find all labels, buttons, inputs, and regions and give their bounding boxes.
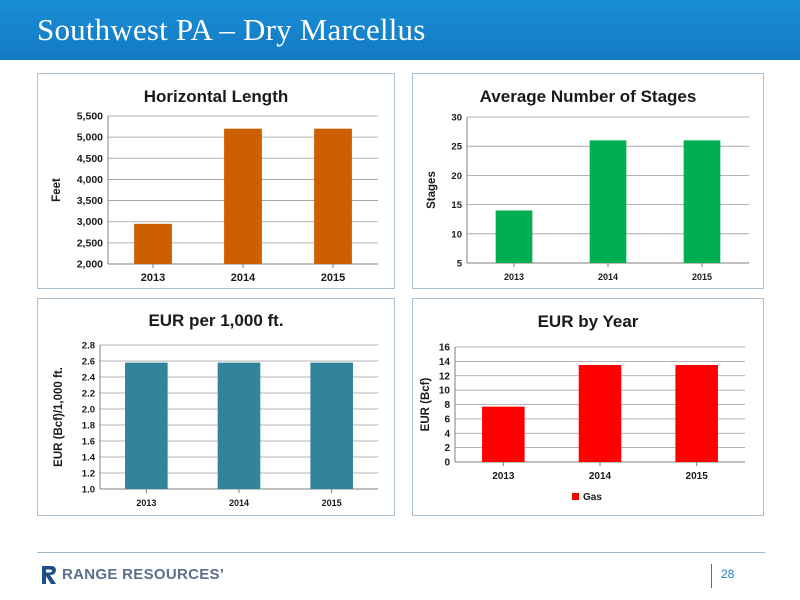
y-tick-label: 2.2 (82, 389, 95, 400)
y-axis-label: Feet (51, 178, 63, 202)
x-tick-label: 2013 (136, 498, 156, 508)
y-tick-label: 14 (439, 357, 451, 368)
y-tick-label: 2 (444, 443, 450, 454)
bar-2014 (217, 362, 261, 489)
footer-brand: RANGE RESOURCES’ (62, 566, 225, 583)
y-axis-label: EUR (Bcf)/1,000 ft. (53, 367, 65, 467)
x-tick-label: 2015 (692, 272, 712, 282)
y-tick-label: 1.6 (82, 437, 95, 448)
x-tick-label: 2013 (504, 272, 524, 282)
x-tick-label: 2014 (231, 272, 256, 284)
chart-title: EUR per 1,000 ft. (148, 311, 283, 330)
chart-title: EUR by Year (538, 312, 639, 331)
footer-divider-line (37, 552, 765, 553)
y-tick-label: 6 (444, 414, 450, 425)
y-tick-label: 3,000 (77, 216, 103, 228)
x-tick-label: 2014 (598, 272, 618, 282)
title-bar: Southwest PA – Dry Marcellus (0, 0, 800, 60)
x-tick-label: 2014 (589, 471, 612, 482)
chart-title: Horizontal Length (144, 87, 288, 106)
y-tick-label: 1.4 (82, 453, 96, 464)
y-tick-label: 2,500 (77, 237, 103, 249)
y-tick-label: 2.0 (82, 405, 95, 416)
y-tick-label: 2.8 (82, 341, 95, 352)
y-tick-label: 4,000 (77, 174, 103, 186)
slide-title: Southwest PA – Dry Marcellus (37, 12, 426, 47)
x-tick-label: 2015 (686, 471, 709, 482)
bar-2014 (589, 140, 627, 263)
y-axis-label: Stages (426, 171, 438, 209)
y-tick-label: 1.0 (82, 485, 95, 496)
bar-2015 (314, 128, 352, 264)
horizontal-length-chart: Horizontal Length 2,000 2,500 3,000 3,500 4,0… (51, 87, 378, 284)
range-logo-icon (42, 566, 56, 584)
y-tick-label: 2,000 (77, 259, 103, 271)
y-tick-label: 8 (444, 400, 450, 411)
x-tick-label: 2013 (492, 471, 515, 482)
chart-panel-eur-per-1000: EUR per 1,000 ft. 1.0 1.2 1.4 1.6 1.8 2.0 2.2 2.… (37, 298, 395, 516)
average-stages-chart: Average Number of Stages 5 10 15 20 25 30 2013 2… (426, 87, 749, 282)
chart-panel-horizontal-length: Horizontal Length 2,000 2,500 3,000 3,500 4,0… (37, 73, 395, 289)
y-tick-label: 15 (451, 200, 462, 211)
legend-label: Gas (583, 492, 602, 503)
y-tick-label: 0 (444, 458, 450, 469)
eur-per-1000-chart: EUR per 1,000 ft. 1.0 1.2 1.4 1.6 1.8 2.0 2.2 2.… (53, 311, 378, 508)
chart-panel-eur-by-year: EUR by Year 0 2 4 6 8 10 12 14 16 2013 2014 2015 EUR … (412, 298, 764, 516)
y-tick-label: 3,500 (77, 195, 103, 207)
bar-2013 (482, 406, 525, 462)
page-number: 28 (721, 567, 735, 581)
page-number-divider (711, 564, 712, 588)
y-tick-label: 10 (439, 386, 451, 397)
y-tick-label: 1.2 (82, 469, 95, 480)
y-tick-label: 4,500 (77, 153, 103, 165)
chart-panel-average-stages: Average Number of Stages 5 10 15 20 25 30 2013 2… (412, 73, 764, 289)
bar-2015 (675, 364, 718, 462)
y-tick-label: 10 (451, 229, 462, 240)
bar-2013 (495, 210, 533, 263)
x-tick-label: 2013 (141, 272, 165, 284)
bar-2013 (125, 362, 168, 489)
bar-2014 (578, 364, 622, 462)
y-tick-label: 5,000 (77, 132, 103, 144)
y-tick-label: 1.8 (82, 421, 95, 432)
y-tick-label: 16 (439, 343, 451, 354)
y-tick-label: 25 (451, 142, 462, 153)
bar-2015 (683, 140, 721, 263)
bar-2015 (310, 362, 353, 489)
bar-2013 (134, 223, 172, 264)
y-tick-label: 2.4 (82, 373, 96, 384)
bar-2014 (224, 128, 262, 264)
chart-title: Average Number of Stages (480, 87, 697, 106)
y-tick-label: 12 (439, 371, 451, 382)
x-tick-label: 2015 (322, 498, 342, 508)
y-axis-label: EUR (Bcf) (420, 378, 432, 432)
y-tick-label: 30 (451, 113, 462, 124)
y-tick-label: 2.6 (82, 357, 95, 368)
legend-swatch (572, 493, 579, 500)
x-tick-label: 2015 (321, 272, 345, 284)
y-tick-label: 5,500 (77, 111, 103, 123)
y-tick-label: 20 (451, 171, 462, 182)
x-tick-label: 2014 (229, 498, 249, 508)
y-tick-label: 4 (444, 429, 450, 440)
eur-by-year-chart: EUR by Year 0 2 4 6 8 10 12 14 16 2013 2014 2015 EUR … (420, 312, 745, 503)
y-tick-label: 5 (457, 259, 463, 270)
